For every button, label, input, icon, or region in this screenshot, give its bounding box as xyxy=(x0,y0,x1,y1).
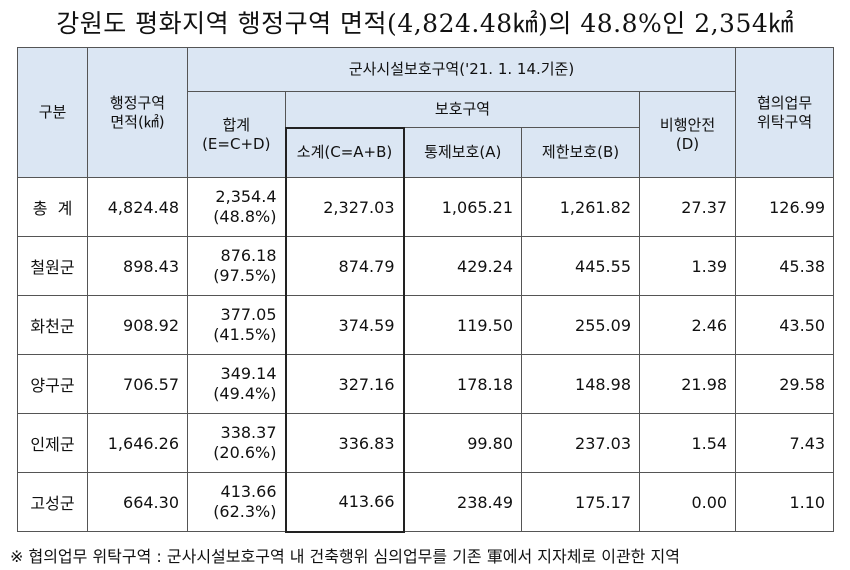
cell-area: 898.43 xyxy=(87,236,188,296)
header-subtotal: 소계(C=A+B) xyxy=(284,126,405,178)
table-row: 총 계 4,824.48 2,354.4 (48.8%) 2,327.03 1,0… xyxy=(17,177,835,237)
header-restricted-protection: 제한보호(B) xyxy=(521,127,640,178)
cell-area: 4,824.48 xyxy=(87,177,188,237)
header-consult-zone: 협의업무 위탁구역 xyxy=(735,47,835,178)
footnote: ※ 협의업무 위탁구역 : 군사시설보호구역 내 건축행위 심의업무를 기존 軍… xyxy=(10,547,680,566)
row-label: 화천군 xyxy=(17,295,88,355)
header-control-protection: 통제보호(A) xyxy=(403,127,522,178)
table-row: 인제군 1,646.26 338.37 (20.6%) 336.83 99.80 … xyxy=(17,413,835,473)
table-row: 화천군 908.92 377.05 (41.5%) 374.59 119.50 2… xyxy=(17,295,835,355)
table-row: 양구군 706.57 349.14 (49.4%) 327.16 178.18 1… xyxy=(17,354,835,414)
page-title: 강원도 평화지역 행정구역 면적(4,824.48㎢)의 48.8%인 2,35… xyxy=(56,9,794,38)
row-label: 총 계 xyxy=(17,177,88,237)
row-label: 철원군 xyxy=(17,236,88,296)
table-row: 고성군 664.30 413.66 (62.3%) 413.66 238.49 1… xyxy=(17,472,835,533)
cell-flight: 27.37 xyxy=(638,177,737,237)
cell-subtotal: 874.79 xyxy=(284,236,405,296)
cell-restricted: 255.09 xyxy=(521,295,640,355)
cell-consult: 126.99 xyxy=(735,177,835,237)
cell-flight: 0.00 xyxy=(638,472,737,532)
header-military-zone: 군사시설보호구역('21. 1. 14.기준) xyxy=(186,47,737,92)
table-row: 철원군 898.43 876.18 (97.5%) 874.79 429.24 4… xyxy=(17,236,835,296)
cell-control: 178.18 xyxy=(403,354,522,414)
cell-restricted: 237.03 xyxy=(521,413,640,473)
cell-subtotal: 2,327.03 xyxy=(284,177,405,237)
cell-control: 238.49 xyxy=(403,472,522,532)
header-category: 구분 xyxy=(17,47,88,178)
cell-area: 706.57 xyxy=(87,354,188,414)
cell-flight: 1.39 xyxy=(638,236,737,296)
cell-flight: 21.98 xyxy=(638,354,737,414)
cell-control: 1,065.21 xyxy=(403,177,522,237)
row-label: 인제군 xyxy=(17,413,88,473)
cell-consult: 45.38 xyxy=(735,236,835,296)
header-total: 합계 (E=C+D) xyxy=(187,91,286,178)
header-flight-safety: 비행안전 (D) xyxy=(638,91,737,178)
cell-total: 377.05 (41.5%) xyxy=(187,295,286,355)
cell-restricted: 175.17 xyxy=(521,472,640,532)
cell-control: 119.50 xyxy=(403,295,522,355)
cell-consult: 29.58 xyxy=(735,354,835,414)
cell-total: 349.14 (49.4%) xyxy=(187,354,286,414)
cell-area: 1,646.26 xyxy=(87,413,188,473)
cell-total: 2,354.4 (48.8%) xyxy=(187,177,286,237)
cell-area: 664.30 xyxy=(87,472,188,532)
cell-subtotal: 336.83 xyxy=(284,413,405,473)
cell-control: 99.80 xyxy=(403,413,522,473)
cell-consult: 43.50 xyxy=(735,295,835,355)
cell-consult: 1.10 xyxy=(735,472,835,532)
cell-total: 413.66 (62.3%) xyxy=(187,472,286,532)
cell-restricted: 148.98 xyxy=(521,354,640,414)
cell-subtotal: 413.66 xyxy=(284,472,405,533)
cell-subtotal: 327.16 xyxy=(284,354,405,414)
cell-restricted: 445.55 xyxy=(521,236,640,296)
cell-flight: 2.46 xyxy=(638,295,737,355)
cell-consult: 7.43 xyxy=(735,413,835,473)
cell-area: 908.92 xyxy=(87,295,188,355)
cell-control: 429.24 xyxy=(403,236,522,296)
area-table: 구분 행정구역 면적(㎢) 군사시설보호구역('21. 1. 14.기준) 협의… xyxy=(17,47,835,533)
header-protection-zone: 보호구역 xyxy=(285,91,640,128)
header-admin-area: 행정구역 면적(㎢) xyxy=(87,47,188,178)
cell-flight: 1.54 xyxy=(638,413,737,473)
row-label: 고성군 xyxy=(17,472,88,532)
cell-restricted: 1,261.82 xyxy=(521,177,640,237)
cell-total: 338.37 (20.6%) xyxy=(187,413,286,473)
cell-total: 876.18 (97.5%) xyxy=(187,236,286,296)
cell-subtotal: 374.59 xyxy=(284,295,405,355)
row-label: 양구군 xyxy=(17,354,88,414)
